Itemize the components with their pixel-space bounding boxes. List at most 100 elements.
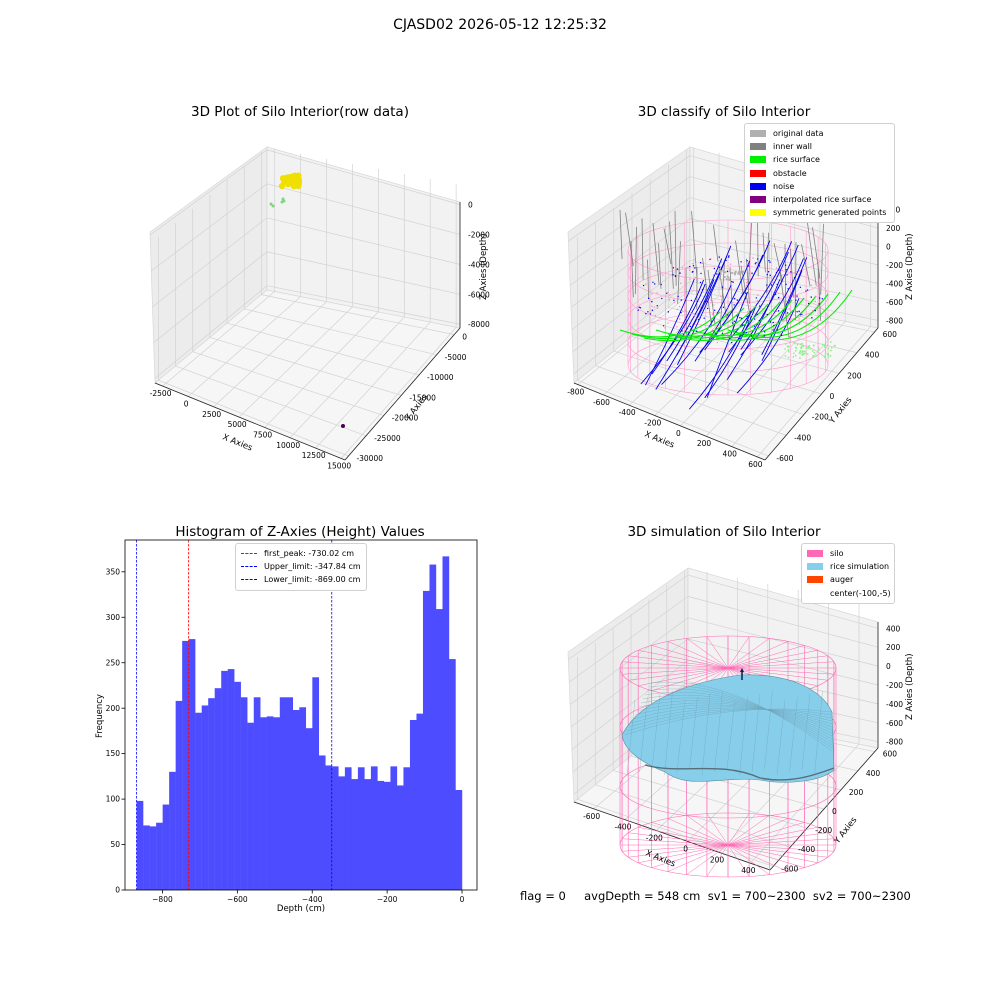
mesh-line (651, 693, 661, 770)
noise-point (712, 274, 715, 276)
noise-point (798, 318, 800, 320)
noise-point (642, 284, 645, 287)
legend-item: auger (807, 573, 889, 586)
noise-point (666, 292, 668, 294)
noise-point (773, 310, 775, 312)
silo-wire (638, 826, 729, 846)
silo-wire (651, 822, 729, 846)
mesh-line (726, 699, 736, 770)
noise-point (767, 305, 769, 308)
rice-surface-point (813, 351, 816, 354)
noise-point (637, 309, 639, 311)
noise-point (689, 325, 692, 328)
footer-status: flag = 0 avgDepth = 548 cm sv1 = 700~230… (520, 889, 911, 903)
noise-point (728, 255, 730, 257)
noise-point (773, 327, 775, 329)
silo-wire (651, 844, 729, 868)
mesh-line (632, 706, 833, 725)
silo-wire (727, 815, 770, 846)
noise-curve (676, 245, 732, 356)
noise-point (740, 261, 742, 263)
noise-point (709, 334, 711, 337)
histogram-bar (312, 677, 320, 890)
silo-wire (686, 844, 729, 875)
noise-point (727, 314, 729, 316)
rice-surface-point (799, 357, 801, 359)
noise-point (639, 307, 642, 309)
noise-curve (761, 270, 803, 362)
noise-point (764, 331, 766, 333)
noise-point (773, 324, 775, 327)
noise-point (672, 274, 674, 276)
noise-point (667, 311, 670, 313)
rice-surface-point (787, 356, 790, 359)
p4-xtick: -400 (614, 823, 631, 832)
p2-ytick: -400 (794, 433, 811, 442)
noise-point (785, 283, 787, 286)
noise-point (680, 282, 682, 284)
noise-point (818, 297, 821, 299)
p2-xtick: 0 (676, 429, 681, 438)
histogram-bar (136, 800, 144, 890)
noise-point (687, 266, 689, 269)
noise-point (767, 271, 770, 273)
noise-point (671, 265, 673, 267)
plot1-point (280, 200, 284, 204)
y-tick-label: 50 (110, 840, 120, 849)
histogram-bar (214, 688, 222, 890)
noise-point (751, 272, 753, 274)
p4-ytick: -400 (798, 845, 815, 854)
p2-ytick: 600 (883, 330, 898, 339)
legend-label: rice simulation (830, 562, 890, 572)
rice-surface-point (792, 352, 795, 355)
noise-point (674, 275, 677, 277)
noise-point (678, 305, 681, 308)
noise-point (721, 332, 724, 334)
p1-xtick: 2500 (202, 410, 221, 419)
noise-point (774, 288, 777, 290)
noise-point (710, 299, 712, 301)
mesh-line (640, 697, 833, 737)
legend-swatch (807, 550, 823, 558)
inner-wall-stroke (663, 228, 672, 265)
noise-point (731, 338, 733, 341)
histogram-bar (143, 825, 150, 890)
rice-surface-point (794, 354, 797, 357)
noise-point (784, 310, 786, 312)
noise-point (795, 299, 797, 301)
noise-point (685, 324, 687, 326)
plot1-point (269, 202, 273, 206)
noise-point (664, 327, 666, 329)
noise-point (746, 260, 748, 262)
p4-ztick: 0 (886, 662, 891, 671)
noise-point (766, 313, 769, 316)
noise-point (669, 294, 671, 296)
noise-point (782, 320, 784, 322)
histogram-bar (260, 717, 267, 890)
mesh-line (676, 699, 686, 773)
noise-point (757, 294, 759, 296)
noise-point (755, 262, 757, 264)
noise-curve (740, 258, 804, 356)
histogram-bar (435, 609, 443, 890)
p1-xtick: 5000 (228, 420, 247, 429)
noise-point (736, 299, 739, 301)
noise-point (753, 337, 755, 339)
p1-ztick: -8000 (468, 320, 490, 329)
histogram-bar (325, 765, 333, 890)
noise-point (741, 292, 743, 295)
noise-point (647, 311, 649, 313)
silo-wire (727, 818, 789, 846)
legend-line-swatch (241, 566, 257, 568)
rice-surface-point (796, 343, 799, 346)
rice-surface-point (827, 356, 830, 358)
silo-wire (667, 667, 729, 695)
legend-swatch (807, 563, 823, 571)
rice-surface-point (792, 355, 795, 358)
histogram-bar (195, 712, 202, 890)
legend-label: center(-100,-5) (830, 588, 891, 598)
rice-surface-curve (715, 295, 817, 341)
rice-surface-point (808, 345, 811, 347)
noise-point (727, 256, 730, 258)
noise-point (772, 314, 774, 316)
